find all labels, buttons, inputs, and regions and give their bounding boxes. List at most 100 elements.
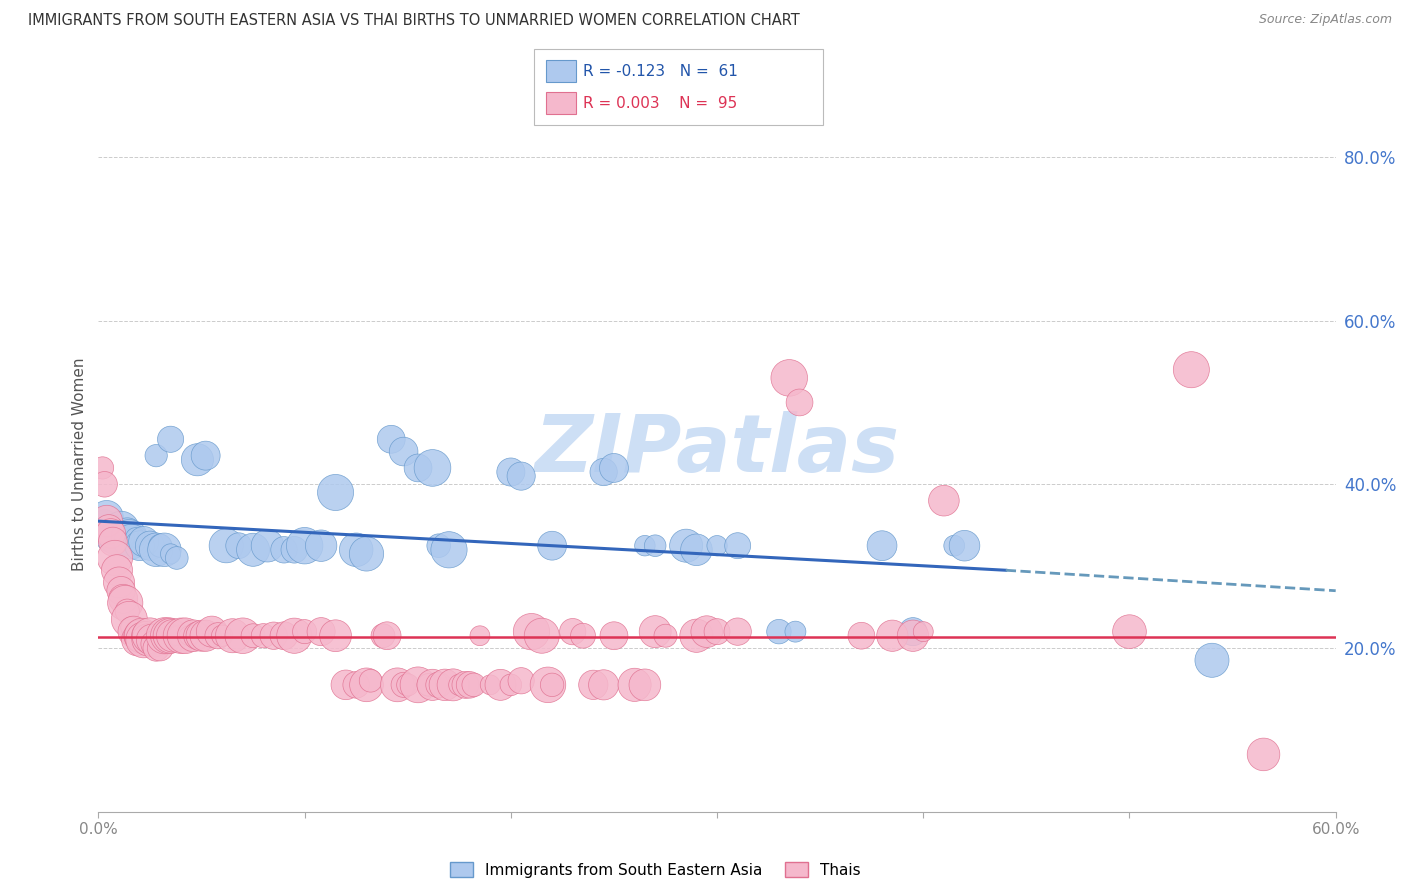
Point <box>325 485 347 500</box>
Point <box>108 575 131 590</box>
Point <box>360 673 382 688</box>
Point <box>128 629 150 643</box>
Point <box>232 629 254 643</box>
Point <box>582 678 605 692</box>
Point <box>149 640 172 655</box>
Point <box>1201 653 1223 667</box>
Point <box>122 624 145 639</box>
Point <box>124 531 146 545</box>
Point <box>228 539 250 553</box>
Point <box>541 539 564 553</box>
Point <box>623 678 645 692</box>
Point <box>256 539 278 553</box>
Point <box>499 465 522 479</box>
Point <box>380 432 402 446</box>
Point <box>603 629 626 643</box>
Point <box>510 469 533 483</box>
Point <box>901 624 924 639</box>
Point <box>112 531 135 545</box>
Point <box>356 678 378 692</box>
Point <box>392 678 415 692</box>
Point <box>541 678 564 692</box>
Point <box>143 637 166 651</box>
Point <box>520 624 543 639</box>
Point <box>118 531 141 545</box>
Point <box>153 542 176 557</box>
Point <box>932 493 955 508</box>
Point <box>104 526 127 541</box>
Point <box>356 547 378 561</box>
Point <box>294 624 316 639</box>
Point <box>427 539 450 553</box>
Point <box>901 629 924 643</box>
Point <box>371 629 394 643</box>
Point <box>537 678 560 692</box>
Point <box>634 539 657 553</box>
Text: R = -0.123   N =  61: R = -0.123 N = 61 <box>583 64 738 78</box>
Point <box>634 678 657 692</box>
Point <box>166 629 188 643</box>
Point <box>132 632 155 647</box>
Point <box>851 629 873 643</box>
Point <box>181 629 204 643</box>
Point <box>201 624 224 639</box>
Point <box>110 522 132 536</box>
Point <box>105 563 128 577</box>
Point <box>91 461 114 475</box>
Point <box>283 542 305 557</box>
Point <box>112 591 135 606</box>
Point <box>186 452 208 467</box>
Point <box>96 510 118 524</box>
Point <box>458 678 481 692</box>
Point <box>1253 747 1275 762</box>
Point <box>108 526 131 541</box>
Point <box>644 624 666 639</box>
Point <box>149 539 172 553</box>
Point <box>273 629 295 643</box>
Point <box>186 629 208 643</box>
Point <box>344 678 367 692</box>
Point <box>603 461 626 475</box>
Point <box>110 583 132 598</box>
Point <box>510 673 533 688</box>
Point <box>118 612 141 626</box>
Text: ZIPatlas: ZIPatlas <box>534 411 900 489</box>
Point <box>325 629 347 643</box>
Point <box>449 678 471 692</box>
Point <box>221 629 243 643</box>
Point <box>778 371 800 385</box>
Point <box>433 678 456 692</box>
Point <box>422 461 444 475</box>
Point <box>727 624 749 639</box>
Point <box>463 678 485 692</box>
Point <box>561 624 583 639</box>
Point <box>344 542 367 557</box>
Point <box>101 518 124 533</box>
Point <box>696 624 718 639</box>
Point <box>159 432 181 446</box>
Point <box>141 632 163 647</box>
Point <box>479 678 502 692</box>
Point <box>418 678 440 692</box>
Point <box>100 531 122 545</box>
Point <box>211 629 233 643</box>
Point <box>100 526 122 541</box>
Point <box>170 629 193 643</box>
Point <box>427 678 450 692</box>
Point <box>530 629 553 643</box>
Point <box>943 539 966 553</box>
Point <box>136 632 159 647</box>
Point <box>309 539 332 553</box>
Point <box>375 629 398 643</box>
Point <box>159 547 181 561</box>
Point <box>242 542 264 557</box>
Point <box>422 678 444 692</box>
Point <box>157 629 180 643</box>
Text: IMMIGRANTS FROM SOUTH EASTERN ASIA VS THAI BIRTHS TO UNMARRIED WOMEN CORRELATION: IMMIGRANTS FROM SOUTH EASTERN ASIA VS TH… <box>28 13 800 29</box>
Point <box>592 678 614 692</box>
Point <box>441 678 464 692</box>
Point <box>727 539 749 553</box>
Point <box>190 629 212 643</box>
Point <box>392 444 415 458</box>
Point <box>93 477 115 491</box>
